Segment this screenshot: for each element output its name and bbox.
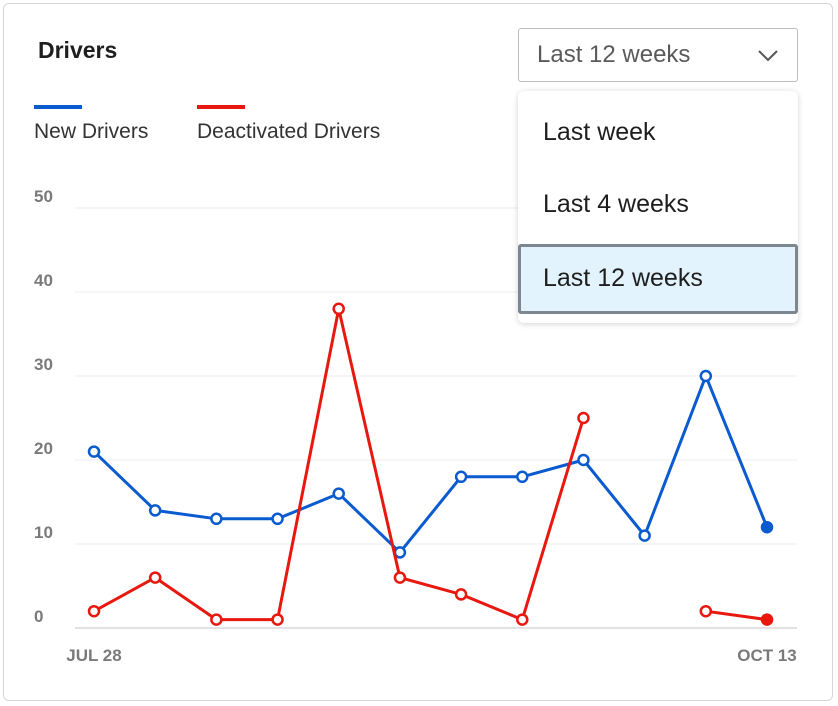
data-point-deactivated — [332, 302, 345, 316]
x-tick-label: OCT 13 — [737, 646, 797, 665]
data-point-deactivated — [760, 613, 774, 626]
series-line-deactivated — [93, 307, 585, 622]
chevron-down-icon — [758, 50, 778, 62]
data-point-new — [148, 504, 162, 517]
data-point-deactivated — [210, 613, 223, 626]
option-last-12-weeks[interactable]: Last 12 weeks — [518, 244, 798, 314]
legend-label: Deactivated Drivers — [197, 120, 381, 143]
time-range-select[interactable]: Last 12 weeks — [518, 28, 798, 82]
data-point-deactivated — [393, 571, 407, 584]
data-point-new — [760, 520, 774, 534]
legend-label: New Drivers — [34, 120, 149, 143]
data-point-new — [516, 470, 529, 484]
y-tick-label: 40 — [34, 271, 53, 290]
y-tick-label: 0 — [34, 607, 43, 626]
data-point-new — [210, 512, 223, 526]
select-value: Last 12 weeks — [537, 41, 691, 68]
option-last-4-weeks[interactable]: Last 4 weeks — [543, 190, 689, 218]
y-tick-label: 30 — [34, 355, 53, 374]
data-point-deactivated — [148, 571, 162, 584]
y-tick-label: 50 — [34, 187, 53, 206]
series-line-deactivated — [705, 609, 768, 622]
x-tick-label: JUL 28 — [66, 646, 121, 665]
data-point-new — [332, 487, 345, 500]
data-point-new — [699, 369, 713, 383]
option-last-week[interactable]: Last week — [543, 118, 656, 146]
legend-swatch-new — [34, 105, 82, 109]
time-range-menu: Last week Last 4 weeks Last 12 weeks — [518, 91, 798, 323]
y-tick-label: 10 — [34, 523, 53, 542]
data-point-deactivated — [699, 604, 713, 618]
series-line-new — [92, 374, 769, 554]
data-point-deactivated — [87, 604, 101, 618]
data-point-deactivated — [577, 411, 590, 425]
data-point-deactivated — [454, 588, 468, 601]
data-point-new — [577, 453, 590, 467]
data-point-deactivated — [271, 613, 284, 626]
data-point-new — [638, 529, 651, 542]
data-point-new — [454, 470, 468, 484]
y-tick-label: 20 — [34, 439, 53, 458]
card-title: Drivers — [38, 37, 118, 63]
data-point-new — [271, 512, 284, 526]
data-point-deactivated — [516, 613, 529, 626]
legend-swatch-deactivated — [197, 105, 245, 109]
data-point-new — [87, 445, 101, 458]
